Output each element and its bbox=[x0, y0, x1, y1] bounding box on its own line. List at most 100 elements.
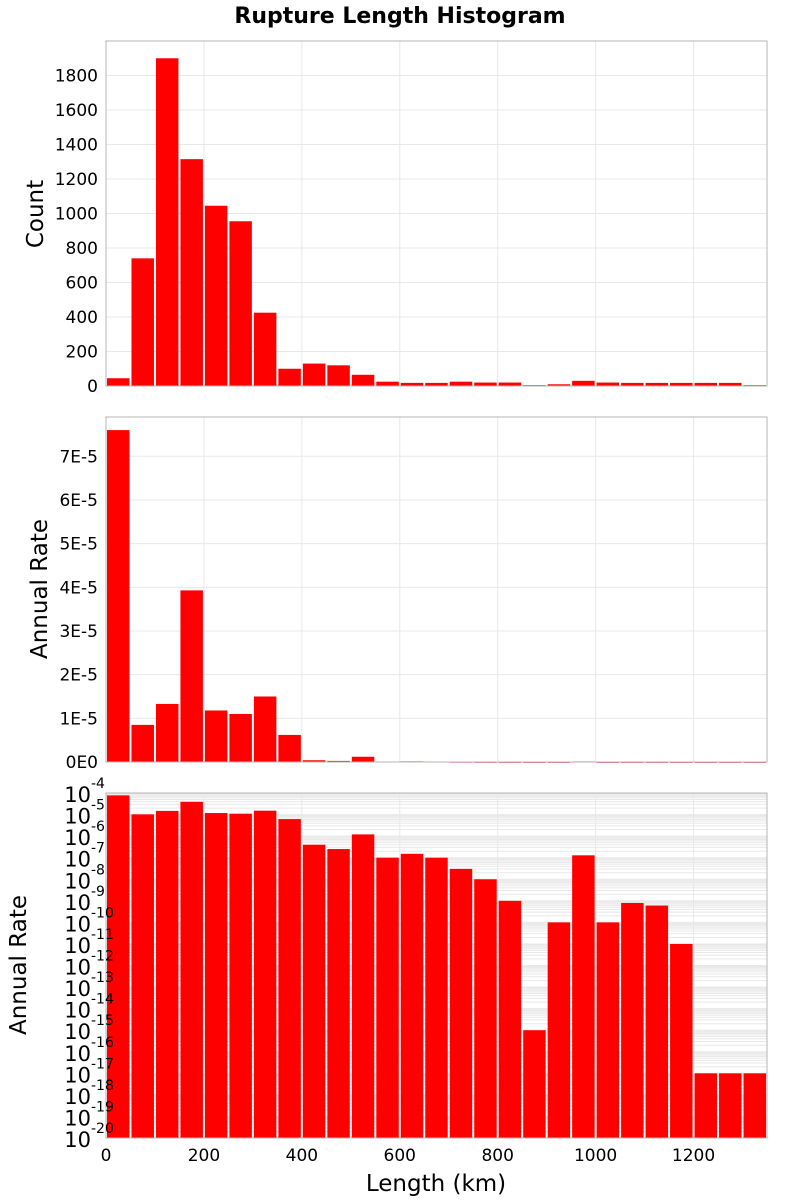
y-tick-label: 2E-5 bbox=[59, 666, 98, 686]
bars bbox=[107, 430, 766, 763]
histogram-bar bbox=[743, 1073, 766, 1138]
y-tick-label: 10 bbox=[64, 869, 91, 893]
histogram-bar bbox=[278, 819, 301, 1138]
histogram-bar bbox=[498, 382, 522, 386]
x-tick-label: 0 bbox=[101, 1146, 112, 1166]
y-tick-exponent: -16 bbox=[91, 1035, 114, 1051]
y-tick-exponent: -7 bbox=[91, 841, 105, 857]
histogram-bar bbox=[498, 900, 522, 1138]
chart-title: Rupture Length Histogram bbox=[234, 4, 565, 29]
histogram-bar bbox=[596, 922, 620, 1138]
y-tick-label: 10 bbox=[64, 805, 91, 829]
log-rate-panel-y-axis-label: Annual Rate bbox=[6, 895, 32, 1035]
histogram-bar bbox=[131, 724, 154, 762]
x-tick-label: 200 bbox=[188, 1146, 220, 1166]
histogram-bar bbox=[694, 382, 718, 386]
histogram-bar bbox=[229, 713, 252, 762]
histogram-bar bbox=[547, 384, 571, 386]
y-tick-label: 1000 bbox=[55, 205, 98, 225]
histogram-bar bbox=[155, 810, 179, 1138]
histogram-bar bbox=[229, 813, 252, 1138]
y-tick-label: 4E-5 bbox=[59, 578, 98, 598]
histogram-bar bbox=[670, 943, 693, 1138]
histogram-bar bbox=[547, 922, 571, 1138]
histogram-bar bbox=[572, 855, 595, 1138]
y-tick-label: 6E-5 bbox=[59, 491, 98, 511]
histogram-bar bbox=[180, 801, 203, 1138]
y-tick-exponent: -19 bbox=[91, 1099, 114, 1115]
histogram-bar bbox=[474, 382, 497, 386]
y-tick-label: 10 bbox=[64, 1106, 91, 1130]
histogram-bar bbox=[425, 382, 448, 386]
histogram-bar bbox=[572, 380, 595, 386]
histogram-bar bbox=[400, 382, 424, 386]
histogram-bar bbox=[376, 381, 399, 386]
bars bbox=[107, 795, 766, 1138]
y-tick-label: 1E-5 bbox=[59, 709, 98, 729]
histogram-bar bbox=[155, 58, 179, 386]
count-histogram-panel: 0 200 400 600 800 1000 1200 1400 1600 1800 bbox=[55, 40, 768, 397]
histogram-bar bbox=[474, 879, 497, 1138]
histogram-bar bbox=[278, 734, 301, 762]
y-tick-label: 5E-5 bbox=[59, 535, 98, 555]
histogram-bar bbox=[351, 834, 375, 1138]
histogram-bar bbox=[204, 813, 228, 1138]
y-tick-labels: 0E0 1E-5 2E-5 3E-5 4E-5 5E-5 6E-5 7E-5 bbox=[59, 447, 98, 773]
histogram-bar bbox=[645, 905, 669, 1138]
y-tick-label: 1800 bbox=[55, 67, 98, 87]
histogram-bar bbox=[107, 378, 130, 386]
y-tick-label: 10 bbox=[64, 848, 91, 872]
histogram-bar bbox=[131, 258, 154, 386]
histogram-bar bbox=[155, 703, 179, 762]
y-tick-label: 200 bbox=[66, 343, 98, 363]
y-tick-label: 10 bbox=[64, 999, 91, 1023]
y-tick-exponent: -11 bbox=[91, 927, 114, 943]
y-tick-exponent: -9 bbox=[91, 884, 105, 900]
count-panel-y-axis-label: Count bbox=[23, 180, 49, 248]
x-tick-label: 800 bbox=[481, 1146, 513, 1166]
histogram-bar bbox=[131, 814, 154, 1138]
histogram-bar bbox=[204, 710, 228, 762]
y-tick-label: 10 bbox=[64, 1063, 91, 1087]
y-tick-label: 10 bbox=[64, 826, 91, 850]
histogram-bar bbox=[253, 810, 277, 1138]
histogram-bar bbox=[670, 382, 693, 386]
x-tick-label: 1000 bbox=[574, 1146, 617, 1166]
histogram-bar bbox=[107, 795, 130, 1138]
y-tick-label: 400 bbox=[66, 308, 98, 328]
histogram-bar bbox=[253, 312, 277, 386]
grid-lines bbox=[105, 417, 767, 763]
y-tick-label: 10 bbox=[64, 1128, 91, 1152]
histogram-bar bbox=[278, 368, 301, 386]
y-tick-labels: 10-2010-1910-1810-1710-1610-1510-1410-13… bbox=[64, 776, 114, 1152]
x-tick-label: 1200 bbox=[672, 1146, 715, 1166]
plot-frame bbox=[105, 40, 768, 387]
histogram-bar bbox=[107, 430, 130, 762]
x-axis-label: Length (km) bbox=[366, 1171, 506, 1197]
histogram-bar bbox=[449, 868, 473, 1138]
plot-frame bbox=[105, 416, 768, 763]
y-tick-exponent: -20 bbox=[91, 1121, 114, 1137]
histogram-bar bbox=[327, 365, 350, 386]
histogram-bar bbox=[302, 760, 326, 762]
histogram-bar bbox=[645, 382, 669, 386]
plot-frame bbox=[105, 792, 768, 1139]
y-tick-exponent: -14 bbox=[91, 992, 114, 1008]
y-tick-label: 10 bbox=[64, 956, 91, 980]
histogram-bar bbox=[180, 159, 203, 386]
y-tick-label: 0E0 bbox=[66, 753, 98, 773]
x-tick-labels: 0 200 400 600 800 1000 1200 bbox=[101, 1146, 716, 1166]
bars bbox=[107, 58, 766, 386]
histogram-bar bbox=[719, 1073, 742, 1138]
histogram-bar bbox=[302, 844, 326, 1138]
y-tick-label: 10 bbox=[64, 1085, 91, 1109]
y-tick-exponent: -18 bbox=[91, 1078, 114, 1094]
histogram-bar bbox=[596, 382, 620, 386]
y-tick-label: 10 bbox=[64, 891, 91, 915]
linear-rate-panel-y-axis-label: Annual Rate bbox=[27, 519, 53, 659]
x-tick-label: 400 bbox=[286, 1146, 318, 1166]
y-tick-exponent: -10 bbox=[91, 905, 114, 921]
histogram-bar bbox=[523, 1030, 546, 1138]
y-tick-exponent: -17 bbox=[91, 1056, 114, 1072]
histogram-bar bbox=[425, 857, 448, 1138]
